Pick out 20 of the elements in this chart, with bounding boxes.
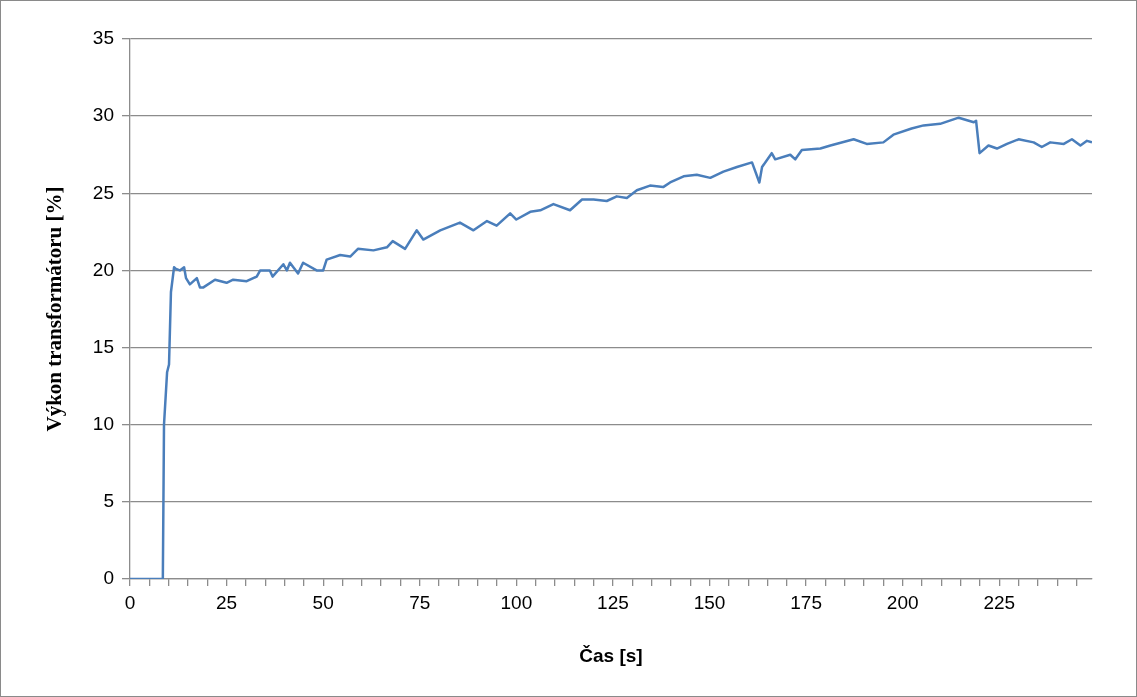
x-tick-label: 175 <box>790 591 822 613</box>
y-tick-label: 25 <box>92 181 114 203</box>
y-tick-label: 5 <box>103 490 114 512</box>
y-tick-label: 15 <box>92 335 114 357</box>
x-tick-label: 125 <box>597 591 629 613</box>
x-tick-label: 200 <box>886 591 919 613</box>
y-axis-title: Výkon transformátoru [%] <box>42 186 67 432</box>
y-tick-label: 35 <box>92 27 114 49</box>
x-tick-label: 225 <box>983 591 1016 613</box>
x-tick-label: 50 <box>312 591 334 613</box>
y-tick-label: 10 <box>92 412 114 434</box>
y-tick-label: 0 <box>103 567 114 589</box>
y-tick-label: 20 <box>92 258 114 280</box>
x-tick-label: 25 <box>216 591 238 613</box>
y-tick-label: 30 <box>92 104 114 126</box>
x-axis-title: Čas [s] <box>579 644 643 666</box>
x-tick-label: 75 <box>409 591 431 613</box>
x-tick-label: 100 <box>500 591 533 613</box>
x-tick-label: 0 <box>124 591 136 613</box>
x-tick-label: 150 <box>693 591 726 613</box>
